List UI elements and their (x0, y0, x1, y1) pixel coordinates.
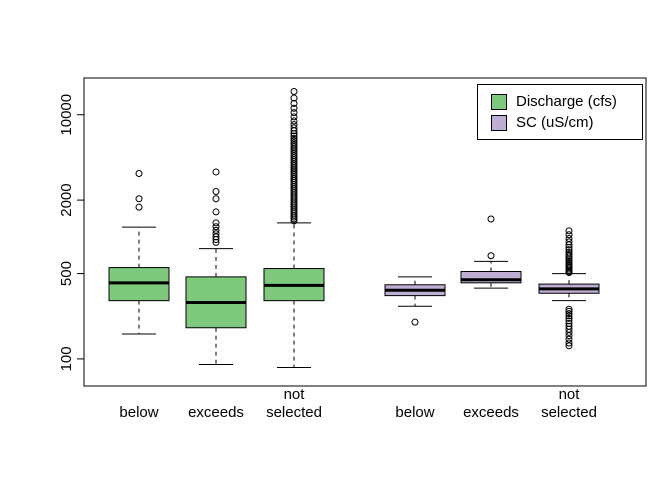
outlier-point (565, 305, 573, 313)
boxplot-sc-exceeds: exceeds (460, 215, 522, 421)
outlier-point (135, 170, 143, 178)
outlier-point (565, 332, 573, 340)
y-tick-label: 10000 (58, 94, 75, 136)
outlier-point (212, 223, 220, 231)
outlier-point (565, 234, 573, 242)
outlier-point (290, 88, 298, 96)
outlier-point (411, 318, 419, 326)
sc-color-swatch (491, 114, 507, 131)
outlier-point (290, 134, 298, 142)
boxplot-sc-below: below (384, 276, 446, 421)
outlier-point (565, 312, 573, 320)
outlier-point (565, 307, 573, 315)
outlier-point (565, 339, 573, 347)
legend: Discharge (cfs) SC (uS/cm) (477, 84, 643, 140)
legend-label-discharge: Discharge (cfs) (516, 93, 617, 110)
outlier-point (135, 195, 143, 203)
x-category-label: not (559, 386, 581, 403)
iqr-box (460, 271, 522, 284)
outlier-point (565, 246, 573, 254)
outlier-point (565, 314, 573, 322)
x-category-label: not (284, 386, 306, 403)
outlier-point (290, 137, 298, 145)
x-category-label: exceeds (188, 404, 244, 421)
outlier-point (135, 203, 143, 211)
outlier-point (565, 238, 573, 246)
outlier-point (565, 231, 573, 239)
outlier-point (290, 94, 298, 102)
outlier-point (290, 109, 298, 117)
outlier-point (290, 139, 298, 147)
x-category-label: selected (541, 404, 597, 421)
outlier-point (212, 230, 220, 238)
x-category-label: exceeds (463, 404, 519, 421)
outlier-point (290, 121, 298, 129)
x-category-label: selected (266, 404, 322, 421)
outlier-point (290, 132, 298, 140)
outlier-point (565, 342, 573, 350)
outlier-point (212, 168, 220, 176)
boxplot-discharge-below: below (108, 170, 170, 421)
outlier-point (565, 335, 573, 343)
x-category-label: below (395, 404, 434, 421)
legend-item-sc: SC (uS/cm) (491, 112, 642, 133)
outlier-point (565, 317, 573, 325)
outlier-point (565, 250, 573, 258)
outlier-point (565, 328, 573, 336)
outlier-point (487, 252, 495, 260)
y-tick-label: 100 (58, 346, 75, 371)
boxplot-discharge-exceeds: exceeds (185, 168, 247, 421)
outlier-point (212, 219, 220, 227)
discharge-color-swatch (491, 93, 507, 110)
legend-label-sc: SC (uS/cm) (516, 114, 594, 131)
outlier-point (212, 208, 220, 216)
x-category-label: below (119, 404, 158, 421)
outlier-point (487, 215, 495, 223)
y-tick-label: 500 (58, 261, 75, 286)
plot-border (83, 77, 647, 387)
outlier-point (290, 117, 298, 125)
outlier-point (290, 104, 298, 112)
legend-item-discharge: Discharge (cfs) (491, 91, 642, 112)
outlier-point (212, 226, 220, 234)
outlier-point (290, 99, 298, 107)
outlier-point (565, 227, 573, 235)
outlier-point (565, 310, 573, 318)
outlier-point (212, 195, 220, 203)
outlier-point (212, 188, 220, 196)
outlier-point (290, 113, 298, 121)
outlier-point (290, 124, 298, 132)
outlier-point (565, 248, 573, 256)
y-tick-label: 2000 (58, 183, 75, 216)
